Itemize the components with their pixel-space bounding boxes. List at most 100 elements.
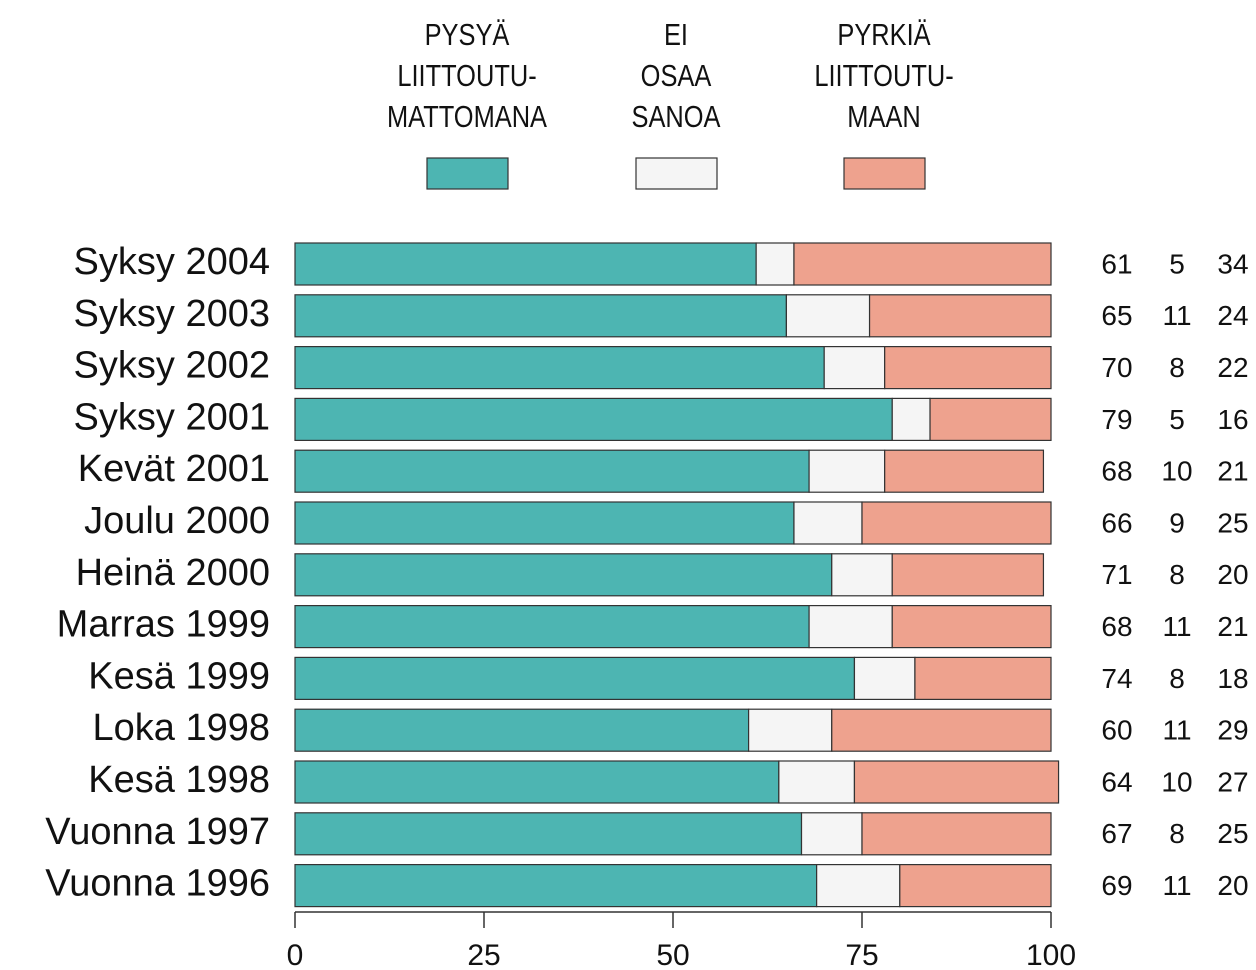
value-label: 20 <box>1217 870 1248 901</box>
bar-segment <box>294 760 780 804</box>
value-label: 27 <box>1217 766 1248 797</box>
bar-segment <box>793 242 1052 286</box>
category-label: Syksy 2001 <box>74 396 270 438</box>
category-label: Kesä 1998 <box>88 759 270 801</box>
category-label: Heinä 2000 <box>76 552 270 594</box>
value-label: 70 <box>1101 352 1132 383</box>
bar-segment <box>853 760 1060 804</box>
bar-segment <box>816 863 901 908</box>
value-label: 71 <box>1101 559 1132 590</box>
bar-segment <box>793 501 863 545</box>
value-label: 21 <box>1217 611 1248 642</box>
category-label: Kevät 2001 <box>78 448 270 490</box>
bar-segment <box>785 294 871 338</box>
value-label: 21 <box>1217 456 1248 487</box>
value-label: 68 <box>1101 456 1132 487</box>
bar-segment <box>747 708 833 752</box>
category-label: Syksy 2004 <box>74 241 270 283</box>
value-label: 24 <box>1217 300 1248 331</box>
category-label: Syksy 2003 <box>74 293 270 335</box>
bar-segment <box>808 449 886 493</box>
bar-segment <box>294 553 833 597</box>
bar-segment <box>294 449 810 493</box>
value-label: 8 <box>1169 663 1185 694</box>
value-label: 18 <box>1217 663 1248 694</box>
bar-segment <box>294 294 787 338</box>
value-label: 60 <box>1101 715 1132 746</box>
bar-segment <box>831 708 1052 752</box>
bar-segment <box>891 397 931 441</box>
bar-segment <box>884 449 1045 493</box>
bar-segment <box>294 604 810 649</box>
value-label: 11 <box>1162 715 1191 746</box>
bar-segment <box>891 553 1045 597</box>
bar-segment <box>294 863 818 908</box>
legend-swatch <box>426 157 509 190</box>
bar-segment <box>294 346 825 390</box>
legend-swatch <box>843 157 926 190</box>
value-label: 8 <box>1169 818 1185 849</box>
x-tick-label: 50 <box>656 939 689 970</box>
value-label: 68 <box>1101 611 1132 642</box>
value-label: 8 <box>1169 352 1185 383</box>
category-label: Joulu 2000 <box>84 500 270 542</box>
legend-label: EI OSAA SANOA <box>631 17 721 134</box>
category-label: Marras 1999 <box>57 604 270 646</box>
value-label: 11 <box>1162 300 1191 331</box>
value-label: 29 <box>1217 715 1248 746</box>
value-label: 16 <box>1217 404 1248 435</box>
bar-segment <box>853 656 916 701</box>
value-label: 65 <box>1101 300 1132 331</box>
bar-segment <box>831 553 893 597</box>
bar-segment <box>755 242 795 286</box>
category-label: Vuonna 1996 <box>45 863 270 905</box>
category-label: Syksy 2002 <box>74 345 270 387</box>
value-label: 9 <box>1169 507 1185 538</box>
value-label: 20 <box>1217 559 1248 590</box>
bar-segment <box>823 346 886 390</box>
bar-segment <box>808 604 893 649</box>
value-label: 25 <box>1217 818 1248 849</box>
bar-segment <box>861 501 1052 545</box>
value-label: 64 <box>1101 766 1132 797</box>
category-label: Loka 1998 <box>93 707 271 749</box>
bar-segment <box>929 397 1052 441</box>
category-label: Kesä 1999 <box>88 655 270 697</box>
x-tick-label: 0 <box>287 939 304 970</box>
value-label: 22 <box>1217 352 1248 383</box>
legend-label: PYRKIÄ LIITTOUTU- MAAN <box>814 17 954 134</box>
legend-swatch <box>635 157 718 190</box>
bar-segment <box>899 863 1052 908</box>
value-label: 74 <box>1101 663 1132 694</box>
bar-segment <box>778 760 856 804</box>
x-tick-label: 25 <box>467 939 500 970</box>
value-label: 25 <box>1217 507 1248 538</box>
bar-segment <box>861 812 1052 856</box>
value-label: 5 <box>1169 404 1185 435</box>
bar-segment <box>294 397 893 441</box>
value-label: 5 <box>1169 248 1185 279</box>
bar-segment <box>914 656 1052 701</box>
value-label: 8 <box>1169 559 1185 590</box>
x-tick-label: 100 <box>1026 939 1076 970</box>
value-label: 10 <box>1161 456 1192 487</box>
value-label: 67 <box>1101 818 1132 849</box>
bar-segment <box>868 294 1052 338</box>
value-label: 79 <box>1101 404 1132 435</box>
bar-segment <box>294 242 757 286</box>
value-label: 66 <box>1101 507 1132 538</box>
value-label: 11 <box>1162 611 1191 642</box>
bar-segment <box>800 812 863 856</box>
x-tick-label: 75 <box>845 939 878 970</box>
value-label: 61 <box>1101 248 1132 279</box>
value-label: 69 <box>1101 870 1132 901</box>
value-label: 11 <box>1162 870 1191 901</box>
bar-segment <box>294 812 803 856</box>
bar-segment <box>884 346 1052 390</box>
value-label: 10 <box>1161 766 1192 797</box>
bar-segment <box>294 501 795 545</box>
bar-segment <box>294 656 856 701</box>
value-label: 34 <box>1217 248 1248 279</box>
